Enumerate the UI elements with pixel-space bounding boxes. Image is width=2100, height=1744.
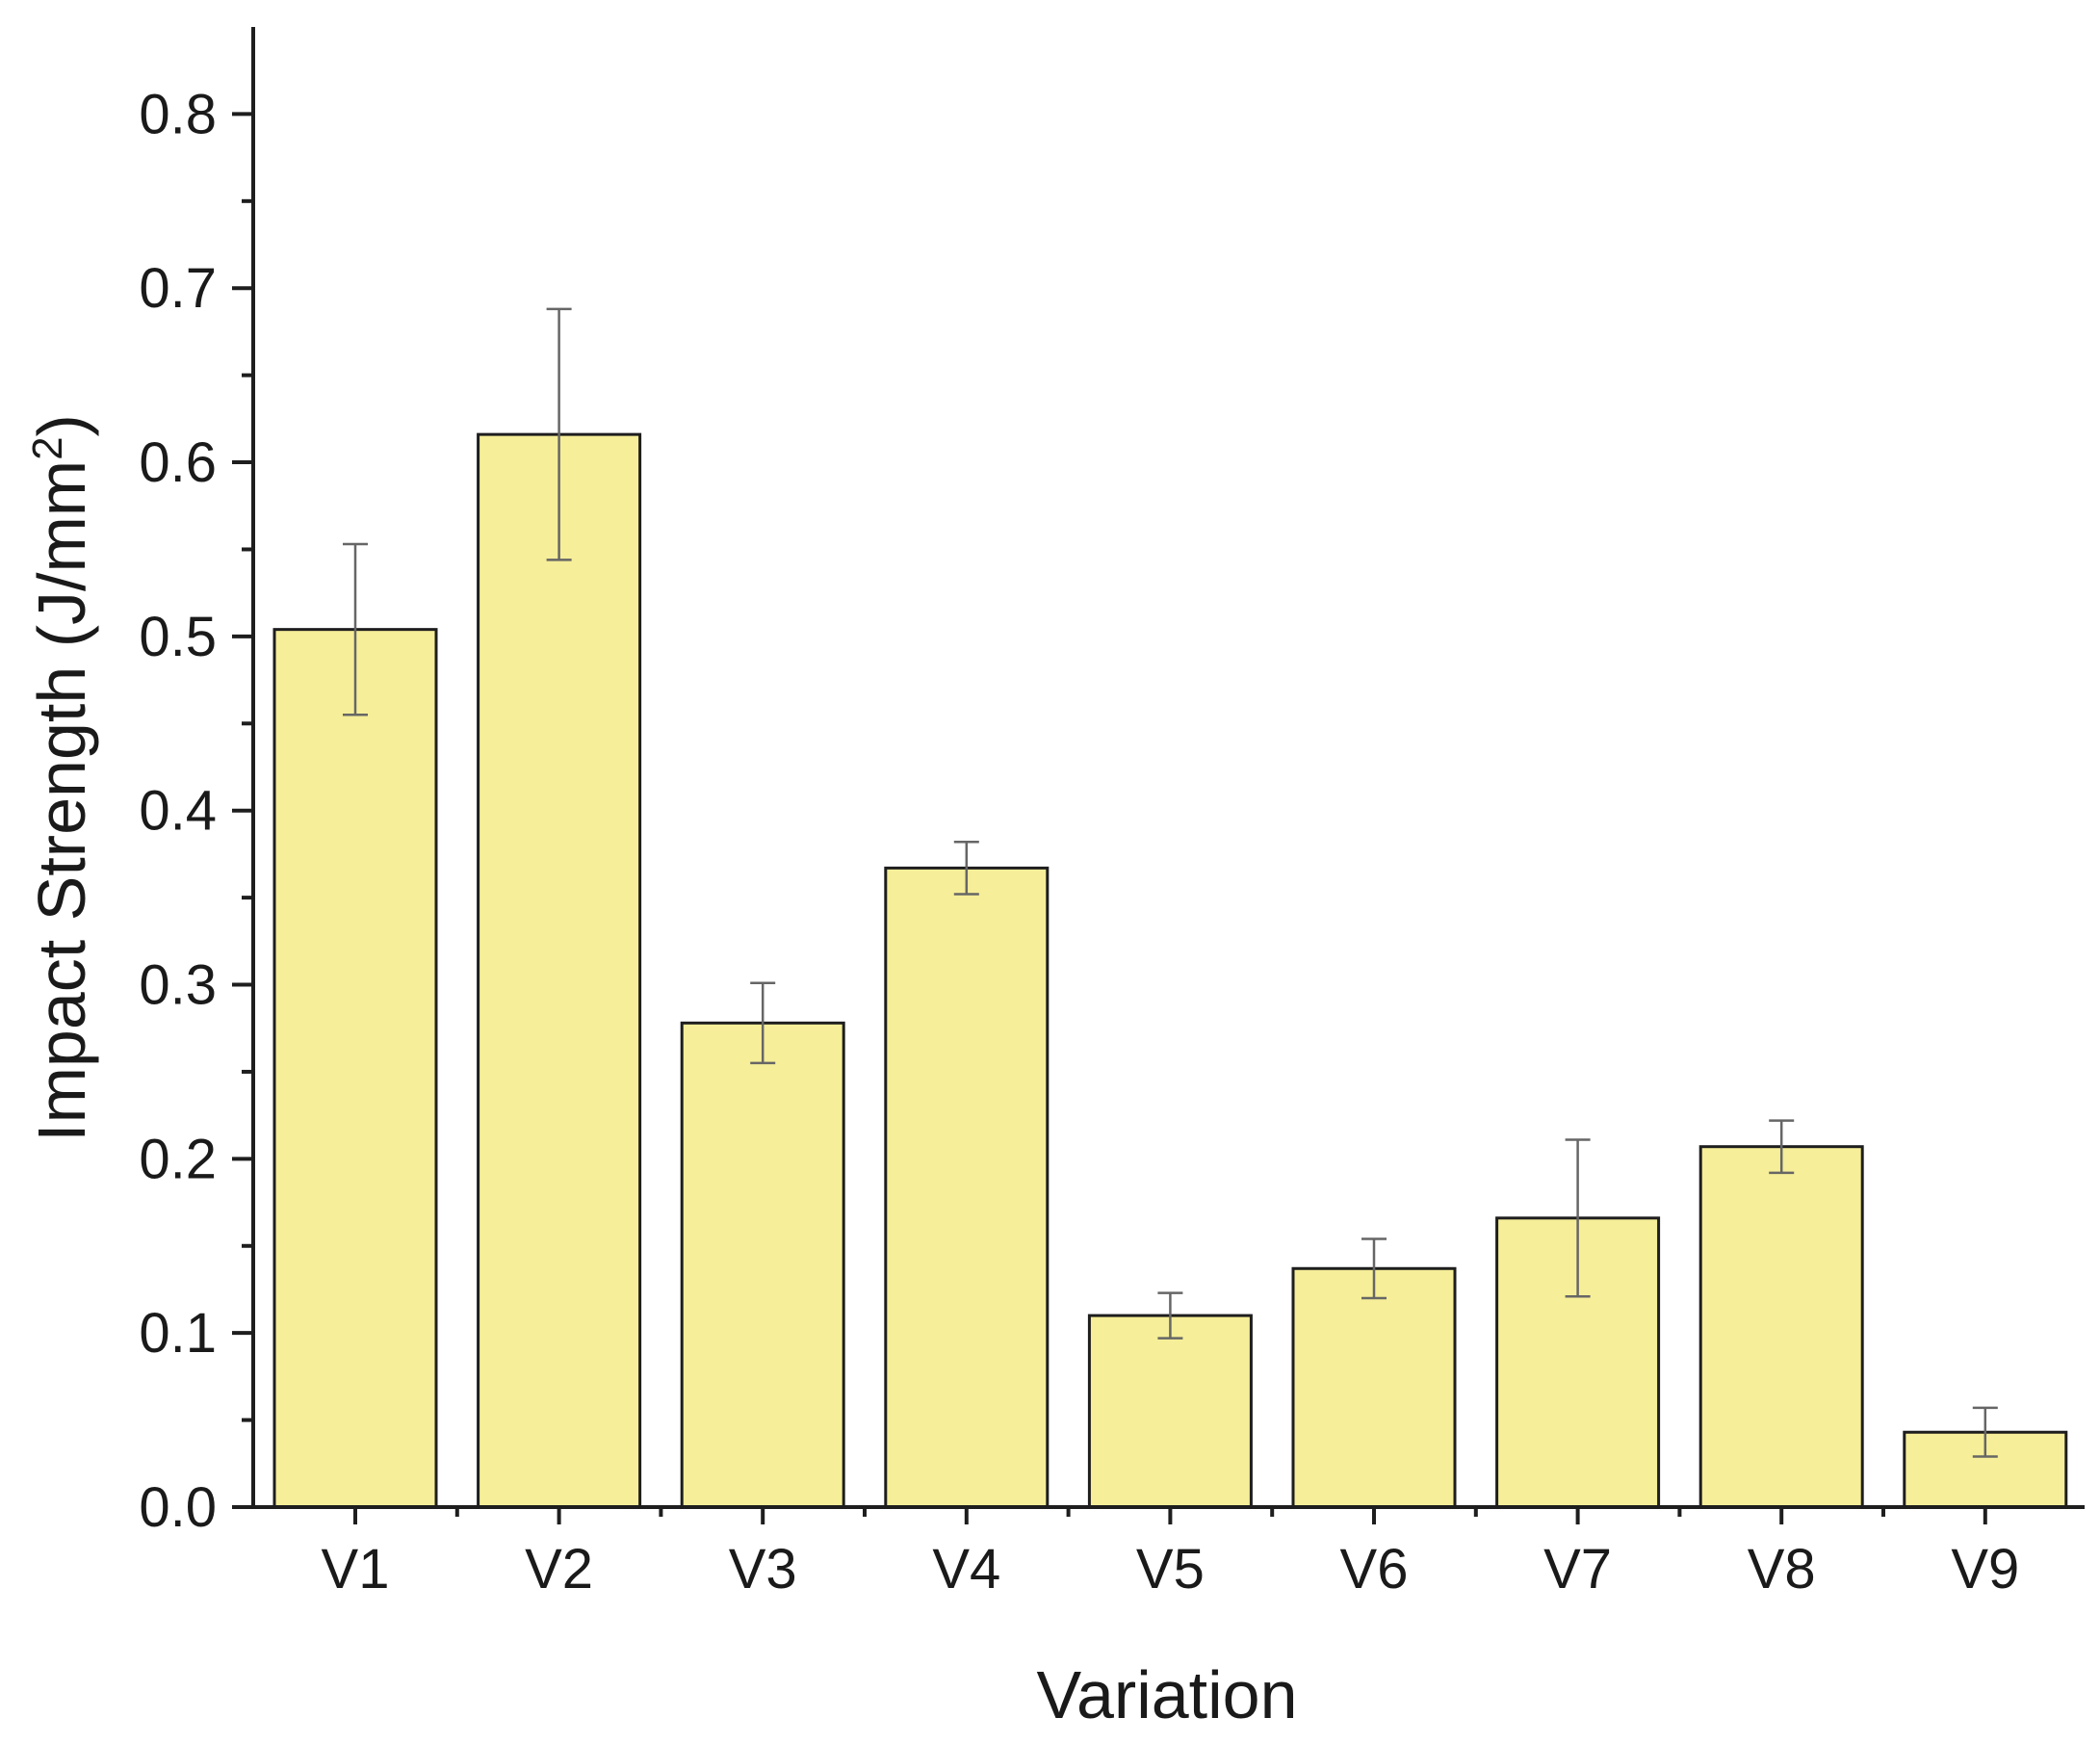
bar-v4 [884,866,1050,1509]
x-tick-label-v3: V3 [729,1538,797,1601]
x-tick-label-v8: V8 [1748,1538,1816,1601]
y-tick-label-0.6: 0.6 [139,431,217,494]
axes-layer [232,27,2085,1524]
y-tick-label-0.5: 0.5 [139,606,217,668]
x-axis-title: Variation [1036,1657,1297,1732]
y-axis-title: Impact Strength (J/mm2) [24,414,100,1142]
y-tick-label-0.8: 0.8 [139,83,217,145]
y-axis-title-superscript: 2 [24,436,71,459]
labels-layer: V1 V2 V3 V4 V5 V6 V7 V8 V9 0.0 0.1 0.2 0.3 0.4 0.5 0.6 0… [139,83,2019,1601]
bar-v1 [272,628,438,1509]
y-tick-label-0.3: 0.3 [139,954,217,1017]
bar-v5 [1087,1314,1253,1509]
y-tick-label-0.7: 0.7 [139,257,217,320]
x-tick-label-v4: V4 [932,1538,1000,1601]
bar-v8 [1698,1145,1864,1509]
x-tick-label-v7: V7 [1543,1538,1612,1601]
y-tick-label-0.1: 0.1 [139,1302,217,1365]
bar-v6 [1291,1266,1457,1509]
x-tick-label-v5: V5 [1136,1538,1205,1601]
x-tick-label-v6: V6 [1340,1538,1409,1601]
x-tick-label-v9: V9 [1951,1538,2019,1601]
y-tick-label-0.0: 0.0 [139,1476,217,1539]
y-axis-title-close: ) [24,414,99,436]
y-tick-label-0.2: 0.2 [139,1128,217,1190]
y-axis-title-text: Impact Strength (J/mm [24,460,99,1142]
bar-v3 [680,1021,845,1509]
error-bars-layer [343,307,1998,1458]
x-tick-label-v1: V1 [322,1538,390,1601]
bar-v2 [477,432,642,1509]
x-tick-label-v2: V2 [525,1538,593,1601]
bars-layer [272,432,2068,1509]
y-tick-label-0.4: 0.4 [139,780,217,843]
